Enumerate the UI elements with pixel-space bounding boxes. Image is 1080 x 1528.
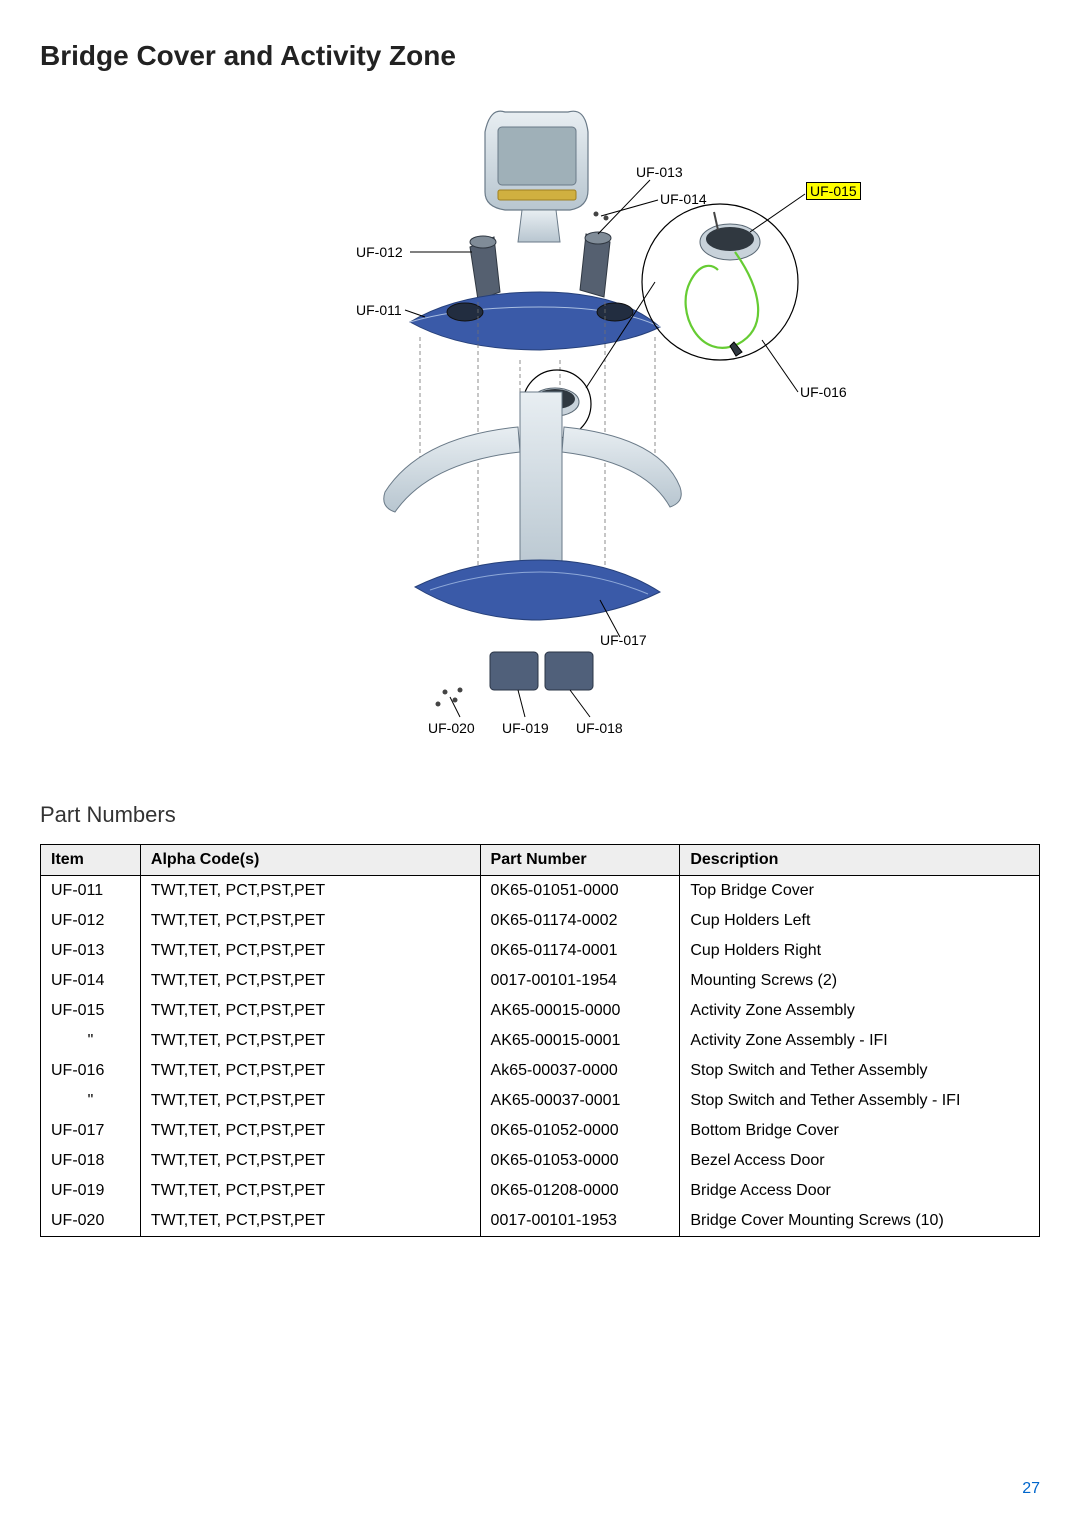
table-cell: TWT,TET, PCT,PST,PET [140,996,480,1026]
access-doors [490,652,593,690]
table-cell: Ak65-00037-0000 [480,1056,680,1086]
table-cell: Bridge Cover Mounting Screws (10) [680,1206,1040,1237]
table-row: UF-013TWT,TET, PCT,PST,PET0K65-01174-000… [41,936,1040,966]
detail-circle [642,204,798,360]
table-cell: TWT,TET, PCT,PST,PET [140,1176,480,1206]
table-cell: UF-012 [41,906,141,936]
table-row: "TWT,TET, PCT,PST,PETAK65-00037-0001Stop… [41,1086,1040,1116]
table-row: UF-020TWT,TET, PCT,PST,PET0017-00101-195… [41,1206,1040,1237]
col-header-item: Item [41,845,141,876]
table-cell: AK65-00015-0001 [480,1026,680,1056]
table-cell: TWT,TET, PCT,PST,PET [140,876,480,907]
table-cell: TWT,TET, PCT,PST,PET [140,906,480,936]
label-uf011: UF-011 [356,302,402,318]
table-row: "TWT,TET, PCT,PST,PETAK65-00015-0001Acti… [41,1026,1040,1056]
table-row: UF-015TWT,TET, PCT,PST,PETAK65-00015-000… [41,996,1040,1026]
table-cell: TWT,TET, PCT,PST,PET [140,1056,480,1086]
table-cell: Activity Zone Assembly [680,996,1040,1026]
table-cell: Activity Zone Assembly - IFI [680,1026,1040,1056]
page-title: Bridge Cover and Activity Zone [40,40,1040,72]
col-header-partnum: Part Number [480,845,680,876]
col-header-desc: Description [680,845,1040,876]
table-row: UF-019TWT,TET, PCT,PST,PET0K65-01208-000… [41,1176,1040,1206]
label-uf020: UF-020 [428,720,475,736]
table-cell: Bottom Bridge Cover [680,1116,1040,1146]
table-cell: TWT,TET, PCT,PST,PET [140,1116,480,1146]
label-uf012: UF-012 [356,244,403,260]
bottom-bridge-cover [415,560,660,620]
table-cell: 0K65-01208-0000 [480,1176,680,1206]
table-cell: AK65-00037-0001 [480,1086,680,1116]
label-uf015: UF-015 [806,182,861,200]
label-uf014: UF-014 [660,191,707,207]
table-cell: UF-017 [41,1116,141,1146]
table-cell: Cup Holders Left [680,906,1040,936]
table-cell: Mounting Screws (2) [680,966,1040,996]
table-cell: UF-020 [41,1206,141,1237]
table-cell: Stop Switch and Tether Assembly - IFI [680,1086,1040,1116]
exploded-diagram: UF-013 UF-014 UF-015 UF-012 UF-011 UF-01… [260,92,820,772]
table-cell: TWT,TET, PCT,PST,PET [140,1206,480,1237]
table-cell: 0K65-01174-0002 [480,906,680,936]
table-cell: AK65-00015-0000 [480,996,680,1026]
table-cell: 0017-00101-1953 [480,1206,680,1237]
table-cell: UF-011 [41,876,141,907]
table-cell: TWT,TET, PCT,PST,PET [140,1146,480,1176]
table-cell: 0K65-01052-0000 [480,1116,680,1146]
console-monitor [485,111,588,242]
table-cell: TWT,TET, PCT,PST,PET [140,966,480,996]
page-number: 27 [1022,1480,1040,1498]
label-uf013: UF-013 [636,164,683,180]
table-row: UF-016TWT,TET, PCT,PST,PETAk65-00037-000… [41,1056,1040,1086]
top-bridge-cover [410,292,660,350]
table-row: UF-014TWT,TET, PCT,PST,PET0017-00101-195… [41,966,1040,996]
table-cell: UF-019 [41,1176,141,1206]
label-uf016: UF-016 [800,384,847,400]
table-cell: 0K65-01174-0001 [480,936,680,966]
diagram-container: UF-013 UF-014 UF-015 UF-012 UF-011 UF-01… [40,92,1040,782]
console-post [520,392,562,577]
table-cell: UF-014 [41,966,141,996]
table-cell: Bezel Access Door [680,1146,1040,1176]
table-cell: " [41,1026,141,1056]
table-cell: TWT,TET, PCT,PST,PET [140,1086,480,1116]
table-cell: UF-013 [41,936,141,966]
table-row: UF-018TWT,TET, PCT,PST,PET0K65-01053-000… [41,1146,1040,1176]
diagram-svg [260,92,820,772]
table-row: UF-017TWT,TET, PCT,PST,PET0K65-01052-000… [41,1116,1040,1146]
parts-table-body: UF-011TWT,TET, PCT,PST,PET0K65-01051-000… [41,876,1040,1237]
table-cell: 0017-00101-1954 [480,966,680,996]
table-cell: UF-018 [41,1146,141,1176]
cup-holder-left [470,236,500,300]
table-header-row: Item Alpha Code(s) Part Number Descripti… [41,845,1040,876]
table-cell: Bridge Access Door [680,1176,1040,1206]
label-uf019: UF-019 [502,720,549,736]
col-header-alpha: Alpha Code(s) [140,845,480,876]
table-cell: UF-016 [41,1056,141,1086]
table-cell: 0K65-01051-0000 [480,876,680,907]
bridge-screws [436,688,463,707]
table-cell: Stop Switch and Tether Assembly [680,1056,1040,1086]
table-cell: TWT,TET, PCT,PST,PET [140,936,480,966]
table-cell: 0K65-01053-0000 [480,1146,680,1176]
label-uf018: UF-018 [576,720,623,736]
table-cell: TWT,TET, PCT,PST,PET [140,1026,480,1056]
table-cell: UF-015 [41,996,141,1026]
table-row: UF-012TWT,TET, PCT,PST,PET0K65-01174-000… [41,906,1040,936]
table-row: UF-011TWT,TET, PCT,PST,PET0K65-01051-000… [41,876,1040,907]
parts-table: Item Alpha Code(s) Part Number Descripti… [40,844,1040,1237]
table-cell: Cup Holders Right [680,936,1040,966]
label-uf017: UF-017 [600,632,647,648]
table-cell: " [41,1086,141,1116]
cup-holder-right [580,232,611,297]
table-subheading: Part Numbers [40,802,1040,828]
table-cell: Top Bridge Cover [680,876,1040,907]
